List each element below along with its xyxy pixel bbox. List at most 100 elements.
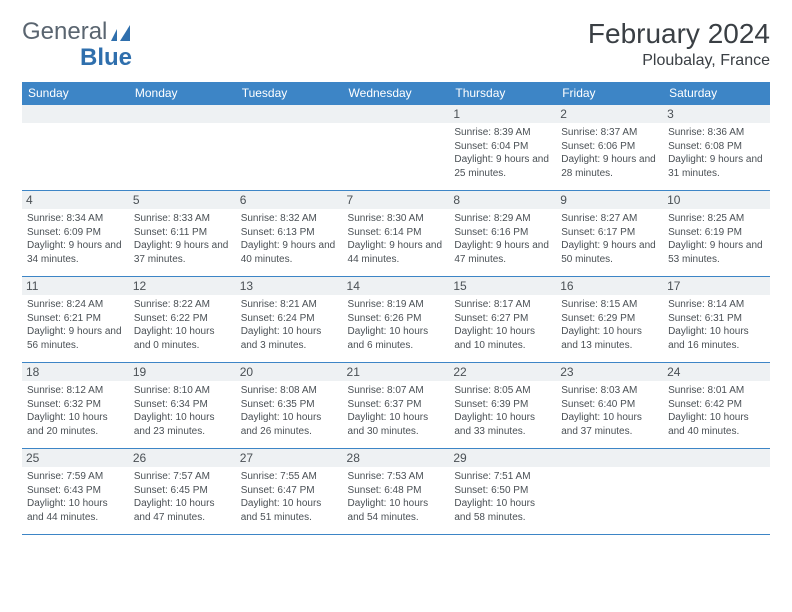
weekday-header: Wednesday bbox=[343, 82, 450, 105]
day-number: 23 bbox=[556, 363, 663, 381]
day-number: 27 bbox=[236, 449, 343, 467]
day-info: Sunrise: 8:10 AMSunset: 6:34 PMDaylight:… bbox=[134, 384, 231, 438]
weekday-header: Friday bbox=[556, 82, 663, 105]
day-info: Sunrise: 8:03 AMSunset: 6:40 PMDaylight:… bbox=[561, 384, 658, 438]
day-number: 6 bbox=[236, 191, 343, 209]
weekday-row: SundayMondayTuesdayWednesdayThursdayFrid… bbox=[22, 82, 770, 105]
calendar-week-row: 25 Sunrise: 7:59 AMSunset: 6:43 PMDayligh… bbox=[22, 449, 770, 535]
day-info: Sunrise: 8:01 AMSunset: 6:42 PMDaylight:… bbox=[668, 384, 765, 438]
day-info: Sunrise: 8:39 AMSunset: 6:04 PMDaylight:… bbox=[454, 126, 551, 180]
brand-part1: General bbox=[22, 18, 107, 46]
day-info: Sunrise: 7:53 AMSunset: 6:48 PMDaylight:… bbox=[348, 470, 445, 524]
calendar-day-cell: 16 Sunrise: 8:15 AMSunset: 6:29 PMDayligh… bbox=[556, 277, 663, 363]
calendar-day-cell: 10 Sunrise: 8:25 AMSunset: 6:19 PMDayligh… bbox=[663, 191, 770, 277]
calendar-empty-cell bbox=[556, 449, 663, 535]
day-number: 18 bbox=[22, 363, 129, 381]
day-info: Sunrise: 8:07 AMSunset: 6:37 PMDaylight:… bbox=[348, 384, 445, 438]
day-info: Sunrise: 7:59 AMSunset: 6:43 PMDaylight:… bbox=[27, 470, 124, 524]
calendar-day-cell: 23 Sunrise: 8:03 AMSunset: 6:40 PMDayligh… bbox=[556, 363, 663, 449]
header: GeneralBlue February 2024 Ploubalay, Fra… bbox=[22, 18, 770, 72]
day-number: 1 bbox=[449, 105, 556, 123]
calendar-day-cell: 4 Sunrise: 8:34 AMSunset: 6:09 PMDaylight… bbox=[22, 191, 129, 277]
calendar-week-row: 4 Sunrise: 8:34 AMSunset: 6:09 PMDaylight… bbox=[22, 191, 770, 277]
logo-mark-icon bbox=[111, 29, 117, 41]
day-number: 4 bbox=[22, 191, 129, 209]
calendar-day-cell: 9 Sunrise: 8:27 AMSunset: 6:17 PMDaylight… bbox=[556, 191, 663, 277]
day-info: Sunrise: 8:29 AMSunset: 6:16 PMDaylight:… bbox=[454, 212, 551, 266]
calendar-head: SundayMondayTuesdayWednesdayThursdayFrid… bbox=[22, 82, 770, 105]
day-info: Sunrise: 8:22 AMSunset: 6:22 PMDaylight:… bbox=[134, 298, 231, 352]
calendar-empty-cell bbox=[236, 105, 343, 191]
day-info: Sunrise: 8:05 AMSunset: 6:39 PMDaylight:… bbox=[454, 384, 551, 438]
day-info: Sunrise: 8:37 AMSunset: 6:06 PMDaylight:… bbox=[561, 126, 658, 180]
calendar-day-cell: 19 Sunrise: 8:10 AMSunset: 6:34 PMDayligh… bbox=[129, 363, 236, 449]
calendar-day-cell: 14 Sunrise: 8:19 AMSunset: 6:26 PMDayligh… bbox=[343, 277, 450, 363]
calendar-day-cell: 17Sunrise: 8:14 AMSunset: 6:31 PMDayligh… bbox=[663, 277, 770, 363]
day-number: 5 bbox=[129, 191, 236, 209]
logo-mark2-icon bbox=[120, 25, 130, 41]
day-number: 7 bbox=[343, 191, 450, 209]
day-number: 28 bbox=[343, 449, 450, 467]
calendar-day-cell: 21Sunrise: 8:07 AMSunset: 6:37 PMDayligh… bbox=[343, 363, 450, 449]
weekday-header: Tuesday bbox=[236, 82, 343, 105]
day-info: Sunrise: 8:27 AMSunset: 6:17 PMDaylight:… bbox=[561, 212, 658, 266]
calendar-day-cell: 29 Sunrise: 7:51 AMSunset: 6:50 PMDayligh… bbox=[449, 449, 556, 535]
day-number: 2 bbox=[556, 105, 663, 123]
brand-part2: Blue bbox=[80, 44, 132, 71]
day-number: 10 bbox=[663, 191, 770, 209]
day-info: Sunrise: 8:12 AMSunset: 6:32 PMDaylight:… bbox=[27, 384, 124, 438]
weekday-header: Monday bbox=[129, 82, 236, 105]
day-info: Sunrise: 7:55 AMSunset: 6:47 PMDaylight:… bbox=[241, 470, 338, 524]
calendar-day-cell: 25 Sunrise: 7:59 AMSunset: 6:43 PMDayligh… bbox=[22, 449, 129, 535]
day-number: 20 bbox=[236, 363, 343, 381]
title-block: February 2024 Ploubalay, France bbox=[588, 18, 770, 70]
day-info: Sunrise: 8:33 AMSunset: 6:11 PMDaylight:… bbox=[134, 212, 231, 266]
day-number: 13 bbox=[236, 277, 343, 295]
calendar-week-row: 1 Sunrise: 8:39 AMSunset: 6:04 PMDaylight… bbox=[22, 105, 770, 191]
day-number: 15 bbox=[449, 277, 556, 295]
day-number: 29 bbox=[449, 449, 556, 467]
location-label: Ploubalay, France bbox=[588, 52, 770, 70]
calendar-empty-cell bbox=[663, 449, 770, 535]
day-number: 3 bbox=[663, 105, 770, 123]
weekday-header: Thursday bbox=[449, 82, 556, 105]
day-info: Sunrise: 8:15 AMSunset: 6:29 PMDaylight:… bbox=[561, 298, 658, 352]
day-info: Sunrise: 7:57 AMSunset: 6:45 PMDaylight:… bbox=[134, 470, 231, 524]
day-number: 12 bbox=[129, 277, 236, 295]
calendar-week-row: 11 Sunrise: 8:24 AMSunset: 6:21 PMDayligh… bbox=[22, 277, 770, 363]
day-info: Sunrise: 8:19 AMSunset: 6:26 PMDaylight:… bbox=[348, 298, 445, 352]
day-info: Sunrise: 8:21 AMSunset: 6:24 PMDaylight:… bbox=[241, 298, 338, 352]
calendar-day-cell: 12 Sunrise: 8:22 AMSunset: 6:22 PMDayligh… bbox=[129, 277, 236, 363]
day-number: 11 bbox=[22, 277, 129, 295]
day-number: 24 bbox=[663, 363, 770, 381]
day-number: 26 bbox=[129, 449, 236, 467]
calendar-week-row: 18 Sunrise: 8:12 AMSunset: 6:32 PMDayligh… bbox=[22, 363, 770, 449]
calendar-day-cell: 11 Sunrise: 8:24 AMSunset: 6:21 PMDayligh… bbox=[22, 277, 129, 363]
day-number: 19 bbox=[129, 363, 236, 381]
calendar-empty-cell bbox=[129, 105, 236, 191]
day-info: Sunrise: 8:24 AMSunset: 6:21 PMDaylight:… bbox=[27, 298, 124, 352]
day-info: Sunrise: 8:08 AMSunset: 6:35 PMDaylight:… bbox=[241, 384, 338, 438]
day-info: Sunrise: 8:34 AMSunset: 6:09 PMDaylight:… bbox=[27, 212, 124, 266]
calendar-day-cell: 3Sunrise: 8:36 AMSunset: 6:08 PMDaylight… bbox=[663, 105, 770, 191]
day-number: 22 bbox=[449, 363, 556, 381]
calendar-day-cell: 5 Sunrise: 8:33 AMSunset: 6:11 PMDaylight… bbox=[129, 191, 236, 277]
day-number: 16 bbox=[556, 277, 663, 295]
day-number: 14 bbox=[343, 277, 450, 295]
day-number: 25 bbox=[22, 449, 129, 467]
day-info: Sunrise: 8:32 AMSunset: 6:13 PMDaylight:… bbox=[241, 212, 338, 266]
day-number: 9 bbox=[556, 191, 663, 209]
calendar-day-cell: 22 Sunrise: 8:05 AMSunset: 6:39 PMDayligh… bbox=[449, 363, 556, 449]
weekday-header: Sunday bbox=[22, 82, 129, 105]
day-info: Sunrise: 8:14 AMSunset: 6:31 PMDaylight:… bbox=[668, 298, 765, 352]
calendar-empty-cell bbox=[343, 105, 450, 191]
day-info: Sunrise: 8:25 AMSunset: 6:19 PMDaylight:… bbox=[668, 212, 765, 266]
calendar-table: SundayMondayTuesdayWednesdayThursdayFrid… bbox=[22, 82, 770, 535]
calendar-day-cell: 24 Sunrise: 8:01 AMSunset: 6:42 PMDayligh… bbox=[663, 363, 770, 449]
weekday-header: Saturday bbox=[663, 82, 770, 105]
calendar-day-cell: 28 Sunrise: 7:53 AMSunset: 6:48 PMDayligh… bbox=[343, 449, 450, 535]
day-info: Sunrise: 7:51 AMSunset: 6:50 PMDaylight:… bbox=[454, 470, 551, 524]
page-title: February 2024 bbox=[588, 18, 770, 50]
calendar-day-cell: 6 Sunrise: 8:32 AMSunset: 6:13 PMDaylight… bbox=[236, 191, 343, 277]
calendar-empty-cell bbox=[22, 105, 129, 191]
